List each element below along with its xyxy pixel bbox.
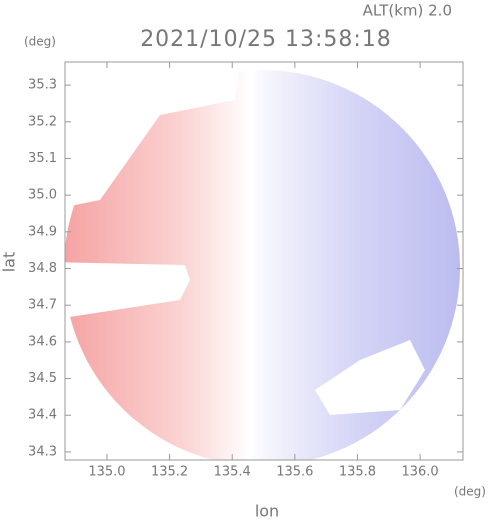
blind-sector — [65, 262, 190, 318]
no-echo — [65, 62, 240, 207]
y-tick-label: 35.2 — [28, 114, 57, 129]
x-axis-label: lon — [255, 502, 279, 521]
y-tick-label: 34.8 — [28, 261, 57, 276]
y-unit: (deg) — [24, 35, 56, 49]
chart-title: 2021/10/25 13:58:18 — [140, 27, 392, 52]
no-echo — [315, 340, 425, 415]
x-unit: (deg) — [454, 485, 486, 499]
y-tick-label: 34.6 — [28, 334, 57, 349]
y-tick-label: 34.9 — [28, 224, 57, 239]
y-tick-label: 35.1 — [28, 151, 57, 166]
radar-field — [65, 62, 460, 460]
plot-frame — [64, 61, 464, 461]
x-tick-label: 135.8 — [339, 465, 376, 480]
x-tick-label: 135.0 — [88, 465, 125, 480]
altitude: ALT(km) 2.0 — [363, 2, 452, 20]
x-tick-label: 136.0 — [401, 465, 438, 480]
y-tick-label: 34.7 — [28, 298, 57, 313]
y-tick-label: 34.3 — [28, 444, 57, 459]
x-tick-label: 135.6 — [276, 465, 313, 480]
y-tick-label: 34.4 — [28, 408, 57, 423]
x-tick-label: 135.2 — [151, 465, 188, 480]
y-axis-label: lat — [0, 252, 19, 273]
y-tick-label: 35.0 — [28, 188, 57, 203]
y-tick-label: 34.5 — [28, 371, 57, 386]
x-tick-label: 135.4 — [214, 465, 251, 480]
y-tick-label: 35.3 — [28, 78, 57, 93]
